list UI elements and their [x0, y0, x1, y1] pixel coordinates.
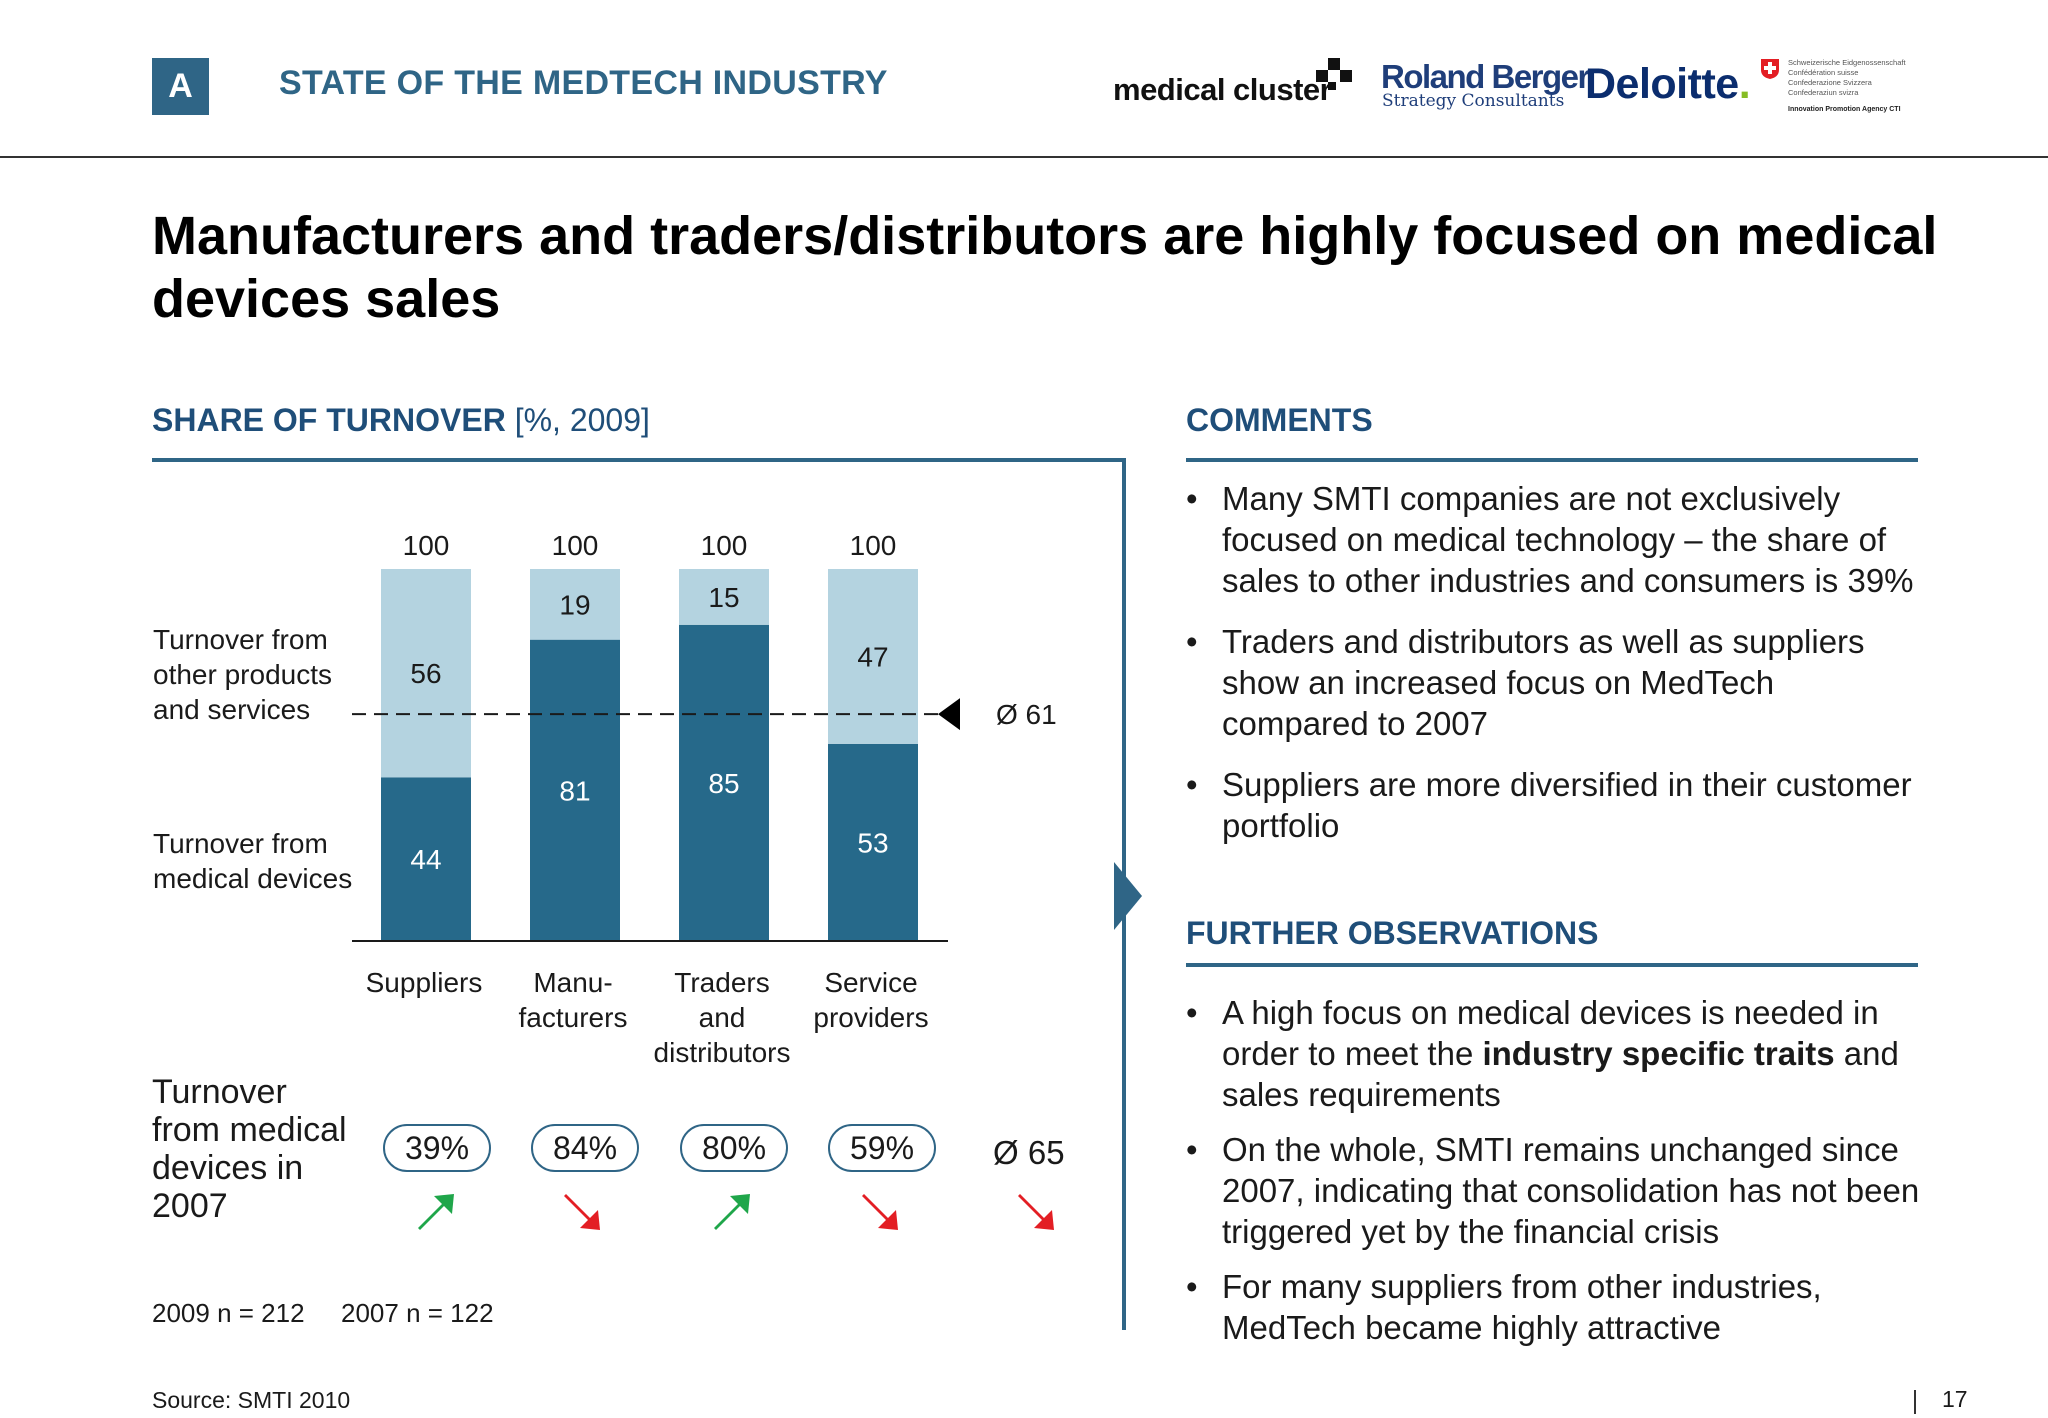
medical-cluster-logo-text: medical cluster	[1113, 72, 1332, 107]
bar-segment-medical	[679, 624, 769, 941]
avg-2007: Ø 65	[993, 1134, 1065, 1171]
deloitte-logo: Deloitte.	[1585, 60, 1751, 108]
bar-segment-other	[679, 569, 769, 625]
bar-value-label: 19	[559, 589, 590, 620]
bar-total-label: 100	[403, 530, 450, 561]
comments-title: COMMENTS	[1186, 402, 1373, 438]
observation-text: A high focus on medical devices is neede…	[1222, 994, 1879, 1072]
trend-up-arrow-icon	[418, 1194, 454, 1230]
bar-segment-medical	[381, 777, 471, 941]
category-label: and	[699, 1002, 746, 1033]
comment-item: Traders and distributors as well as supp…	[1186, 621, 1926, 744]
further-observations-title: FURTHER OBSERVATIONS	[1186, 915, 1599, 951]
category-label: Traders	[674, 967, 769, 998]
swiss-line: Confédération suisse	[1788, 68, 1859, 77]
label-other-turnover: Turnover from other products and service…	[153, 624, 332, 725]
header-title: STATE OF THE MEDTECH INDUSTRY	[279, 64, 888, 102]
roland-berger-subtitle: Strategy Consultants	[1382, 91, 1565, 111]
pill-2007-traders: 80%	[680, 1124, 788, 1172]
category-label: Service	[824, 967, 917, 998]
category-label: providers	[813, 1002, 928, 1033]
category-label: facturers	[519, 1002, 628, 1033]
observation-item: For many suppliers from other industries…	[1186, 1266, 1926, 1348]
medical-cluster-logo: medical cluster	[1113, 72, 1332, 108]
swiss-confederation-logo: Schweizerische Eidgenossenschaft Confédé…	[1788, 58, 1938, 113]
bar-value-label: 81	[559, 775, 590, 806]
bar-segment-medical	[530, 639, 620, 941]
comments-list: Many SMTI companies are not exclusively …	[1186, 478, 1926, 866]
sample-size-2007: 2007 n = 122	[341, 1298, 494, 1328]
category-label: distributors	[654, 1037, 791, 1068]
bar-value-label: 15	[708, 582, 739, 613]
pill-2007-suppliers: 39%	[383, 1124, 491, 1172]
further-observations-rule	[1186, 963, 1918, 967]
chart-title-bold: SHARE OF TURNOVER	[152, 402, 506, 438]
header-divider	[0, 156, 2048, 158]
turnover-2007-label: Turnover from medical devices in 2007	[152, 1073, 347, 1225]
chart-section-title: SHARE OF TURNOVER [%, 2009]	[152, 402, 650, 439]
pill-2007-service-providers: 59%	[828, 1124, 936, 1172]
medical-cluster-mark-icon	[1316, 58, 1352, 90]
trend-up-arrow-icon	[714, 1194, 750, 1230]
further-observations-list: A high focus on medical devices is neede…	[1186, 992, 1926, 1362]
section-badge: A	[152, 58, 209, 115]
bar-total-label: 100	[701, 530, 748, 561]
chart-title-unit: [%, 2009]	[505, 402, 650, 438]
comment-item: Many SMTI companies are not exclusively …	[1186, 478, 1926, 601]
comment-item: Suppliers are more diversified in their …	[1186, 764, 1926, 846]
bar-segment-other	[530, 569, 620, 640]
trend-down-arrow-icon	[862, 1194, 898, 1230]
bar-segment-medical	[828, 743, 918, 941]
bar-value-label: 56	[410, 658, 441, 689]
observation-text: and sales requirements	[1222, 1035, 1899, 1113]
swiss-line: Confederaziun svizra	[1788, 88, 1859, 97]
bar-segment-other	[381, 569, 471, 778]
trend-down-arrow-icon	[1018, 1194, 1054, 1230]
bar-value-label: 53	[857, 827, 888, 858]
source-note: Source: SMTI 2010	[152, 1387, 351, 1413]
pill-2007-manufacturers: 84%	[531, 1124, 639, 1172]
page-title: Manufacturers and traders/distributors a…	[152, 206, 1938, 329]
chart-section-rule	[152, 458, 1124, 462]
deloitte-logo-text: Deloitte	[1585, 60, 1739, 108]
swiss-cross-icon	[1761, 59, 1779, 79]
page-number-separator	[1914, 1390, 1916, 1414]
roland-berger-logo: Roland Berger	[1381, 58, 1590, 95]
bar-value-label: 44	[410, 844, 441, 875]
swiss-line: Confederazione Svizzera	[1788, 78, 1872, 87]
swiss-line: Schweizerische Eidgenossenschaft	[1788, 58, 1906, 67]
observation-emphasis: industry specific traits	[1482, 1035, 1835, 1072]
trend-down-arrow-icon	[564, 1194, 600, 1230]
bar-total-label: 100	[850, 530, 897, 561]
bar-total-label: 100	[552, 530, 599, 561]
swiss-agency: Innovation Promotion Agency CTI	[1788, 106, 1901, 113]
category-label: Suppliers	[366, 967, 483, 998]
average-label: Ø 61	[996, 699, 1057, 730]
label-medical-turnover: Turnover from medical devices	[153, 828, 353, 894]
bar-value-label: 85	[708, 768, 739, 799]
bar-value-label: 47	[857, 641, 888, 672]
sample-size-2009: 2009 n = 212	[152, 1298, 305, 1328]
observation-item: A high focus on medical devices is neede…	[1186, 992, 1926, 1115]
average-marker-icon	[938, 698, 960, 731]
category-label: Manu-	[533, 967, 612, 998]
comments-rule	[1186, 458, 1918, 462]
page-number: 17	[1942, 1386, 1968, 1412]
section-chevron-icon	[1114, 862, 1142, 930]
observation-item: On the whole, SMTI remains unchanged sin…	[1186, 1129, 1926, 1252]
